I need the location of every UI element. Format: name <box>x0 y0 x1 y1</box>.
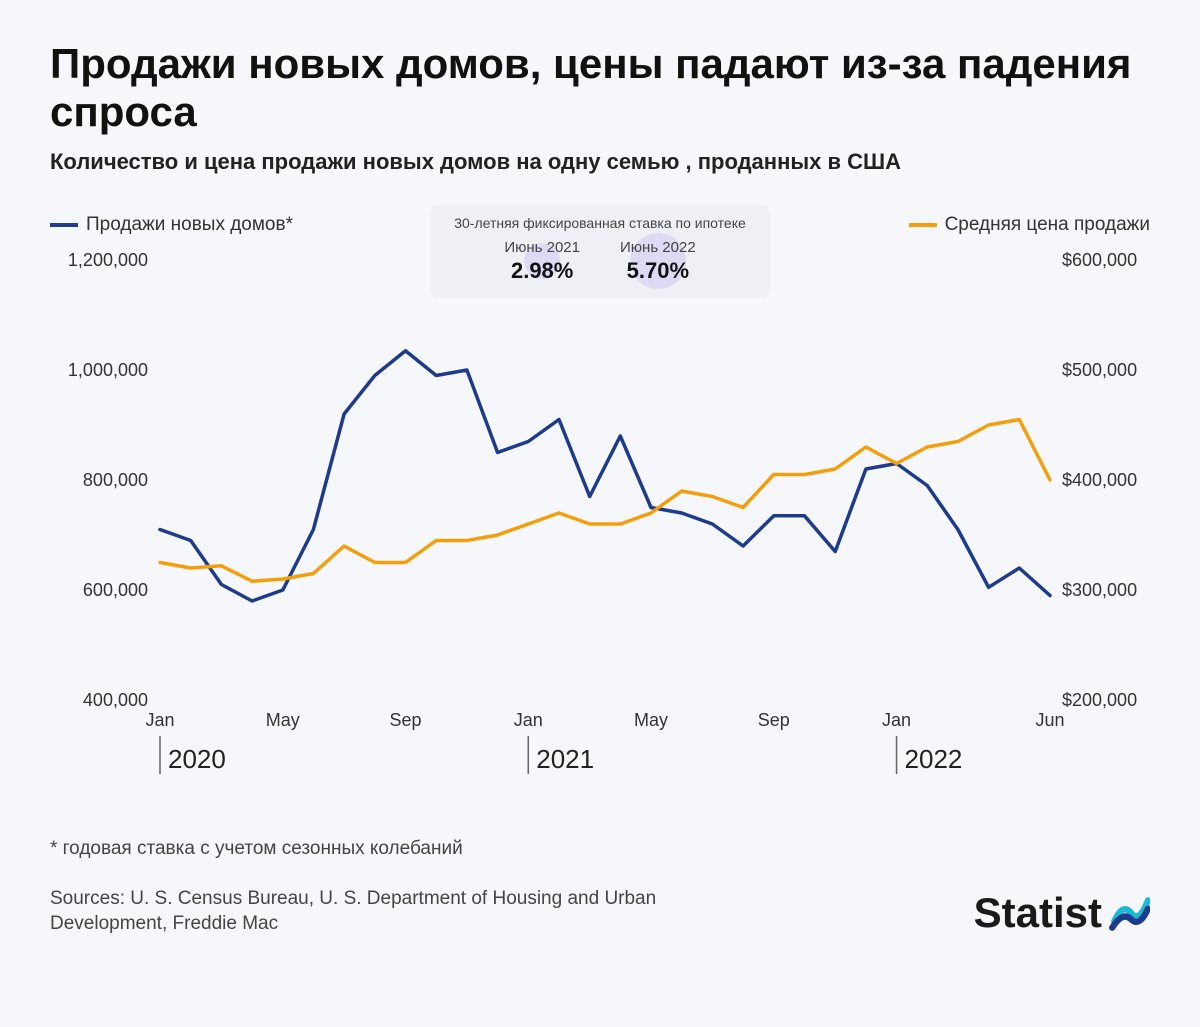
legend-price-label: Средняя цена продажи <box>945 214 1150 236</box>
line-chart-svg: 400,000 600,000 800,000 1,000,000 1,200,000 $… <box>50 210 1150 810</box>
series-price <box>160 419 1050 581</box>
svg-text:$400,000: $400,000 <box>1062 470 1137 490</box>
svg-text:400,000: 400,000 <box>83 690 148 710</box>
svg-text:May: May <box>266 710 300 730</box>
series-sales <box>160 350 1050 600</box>
svg-text:Jan: Jan <box>882 710 911 730</box>
legend-sales-label: Продажи новых домов* <box>86 214 293 236</box>
svg-text:$200,000: $200,000 <box>1062 690 1137 710</box>
brand-logo: Statist <box>974 889 1150 937</box>
svg-text:800,000: 800,000 <box>83 470 148 490</box>
svg-text:Jan: Jan <box>145 710 174 730</box>
chart-subtitle: Количество и цена продажи новых домов на… <box>50 149 1150 175</box>
brand-name: Statist <box>974 889 1102 937</box>
mortgage-rate-item: Июнь 20212.98% <box>504 239 580 284</box>
mortgage-rate-box: 30-летняя фиксированная ставка по ипотек… <box>430 205 770 298</box>
legend-sales-swatch <box>50 223 78 227</box>
legend-sales: Продажи новых домов* <box>50 214 293 236</box>
svg-text:$500,000: $500,000 <box>1062 360 1137 380</box>
svg-text:2021: 2021 <box>536 744 594 774</box>
svg-text:1,200,000: 1,200,000 <box>68 250 148 270</box>
svg-text:2022: 2022 <box>905 744 963 774</box>
svg-text:600,000: 600,000 <box>83 580 148 600</box>
svg-text:1,000,000: 1,000,000 <box>68 360 148 380</box>
svg-text:Sep: Sep <box>758 710 790 730</box>
footnote: * годовая ставка с учетом сезонных колеб… <box>50 838 1150 860</box>
svg-text:Jan: Jan <box>514 710 543 730</box>
svg-text:Sep: Sep <box>390 710 422 730</box>
svg-text:$600,000: $600,000 <box>1062 250 1137 270</box>
svg-text:May: May <box>634 710 668 730</box>
chart-title: Продажи новых домов, цены падают из-за п… <box>50 40 1150 137</box>
svg-text:Jun: Jun <box>1035 710 1064 730</box>
svg-text:2020: 2020 <box>168 744 226 774</box>
mortgage-rate-item: Июнь 20225.70% <box>620 239 696 284</box>
mortgage-rate-title: 30-летняя фиксированная ставка по ипотек… <box>454 215 746 231</box>
legend-price-swatch <box>909 223 937 227</box>
svg-text:$300,000: $300,000 <box>1062 580 1137 600</box>
chart-area: Продажи новых домов* Средняя цена продаж… <box>50 210 1150 810</box>
sources-text: Sources: U. S. Census Bureau, U. S. Depa… <box>50 886 700 937</box>
legend-price: Средняя цена продажи <box>909 214 1150 236</box>
brand-icon <box>1108 892 1150 934</box>
